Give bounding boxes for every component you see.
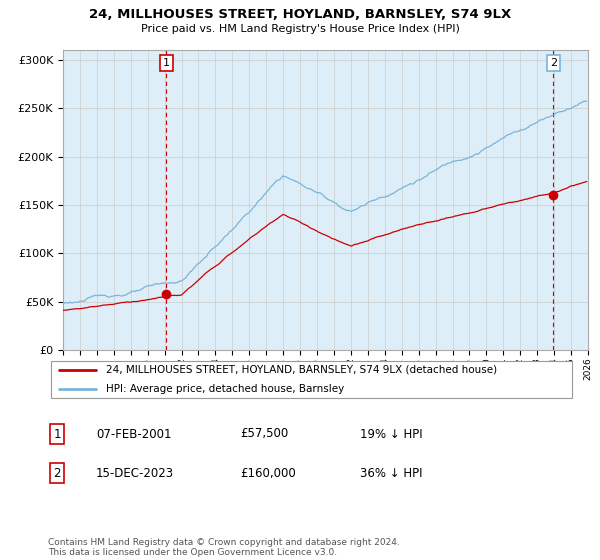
Text: Price paid vs. HM Land Registry's House Price Index (HPI): Price paid vs. HM Land Registry's House … — [140, 24, 460, 34]
Text: 2: 2 — [53, 466, 61, 480]
Text: 15-DEC-2023: 15-DEC-2023 — [96, 466, 174, 480]
Text: £160,000: £160,000 — [240, 466, 296, 480]
Text: 1: 1 — [53, 427, 61, 441]
Text: 1: 1 — [163, 58, 170, 68]
Text: Contains HM Land Registry data © Crown copyright and database right 2024.
This d: Contains HM Land Registry data © Crown c… — [48, 538, 400, 557]
Text: 36% ↓ HPI: 36% ↓ HPI — [360, 466, 422, 480]
Text: 19% ↓ HPI: 19% ↓ HPI — [360, 427, 422, 441]
Text: 24, MILLHOUSES STREET, HOYLAND, BARNSLEY, S74 9LX: 24, MILLHOUSES STREET, HOYLAND, BARNSLEY… — [89, 8, 511, 21]
Text: HPI: Average price, detached house, Barnsley: HPI: Average price, detached house, Barn… — [106, 384, 344, 394]
FancyBboxPatch shape — [50, 361, 572, 398]
Text: 2: 2 — [550, 58, 557, 68]
Text: 24, MILLHOUSES STREET, HOYLAND, BARNSLEY, S74 9LX (detached house): 24, MILLHOUSES STREET, HOYLAND, BARNSLEY… — [106, 365, 497, 375]
Text: 07-FEB-2001: 07-FEB-2001 — [96, 427, 172, 441]
Text: £57,500: £57,500 — [240, 427, 288, 441]
